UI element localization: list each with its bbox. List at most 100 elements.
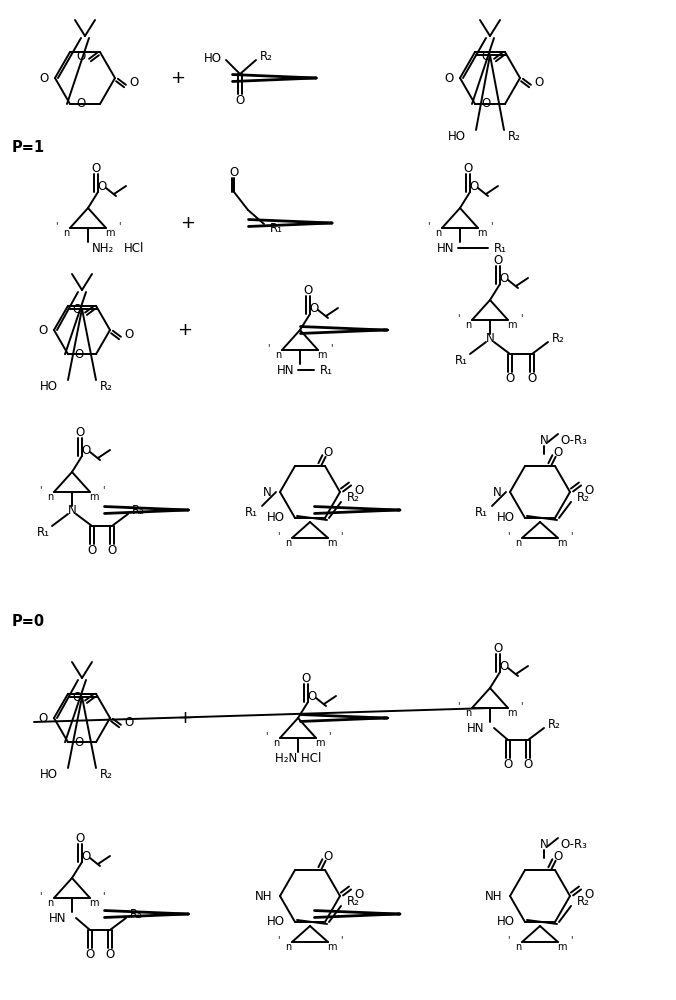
Text: R₂: R₂	[132, 504, 145, 516]
Text: O: O	[85, 948, 95, 960]
Text: NH₂: NH₂	[92, 241, 114, 254]
Text: ': '	[570, 935, 573, 945]
Text: ': '	[266, 731, 268, 741]
Text: ': '	[102, 485, 105, 495]
Text: NH: NH	[254, 890, 272, 902]
Text: O: O	[523, 758, 533, 770]
Text: m: m	[89, 898, 99, 908]
Text: O: O	[39, 324, 48, 336]
Text: O: O	[74, 348, 83, 361]
Text: O: O	[76, 426, 84, 438]
Text: O: O	[504, 758, 512, 770]
Text: ': '	[458, 313, 460, 323]
Text: m: m	[317, 350, 327, 360]
Text: O: O	[73, 691, 82, 704]
Text: O: O	[97, 180, 107, 192]
Text: HN: HN	[466, 722, 484, 734]
Text: O: O	[107, 544, 117, 556]
Text: m: m	[557, 942, 566, 952]
Text: O: O	[469, 180, 479, 192]
Text: R₂: R₂	[100, 768, 113, 780]
Text: R₁: R₁	[475, 506, 488, 518]
Text: ': '	[39, 485, 42, 495]
Text: R₁: R₁	[320, 363, 333, 376]
Text: ': '	[278, 531, 280, 541]
Text: n: n	[515, 538, 521, 548]
Text: n: n	[63, 228, 69, 238]
Text: R₂: R₂	[100, 379, 113, 392]
Text: O: O	[527, 371, 537, 384]
Text: O: O	[354, 484, 363, 496]
Text: HO: HO	[497, 915, 515, 928]
Text: O: O	[74, 736, 83, 749]
Text: R₁: R₁	[455, 354, 468, 366]
Text: O: O	[76, 97, 85, 110]
Text: ': '	[570, 531, 573, 541]
Text: n: n	[465, 320, 471, 330]
Text: O: O	[354, 888, 363, 900]
Text: O: O	[87, 544, 97, 556]
Text: O-R₃: O-R₃	[560, 434, 587, 446]
Text: O: O	[481, 97, 490, 110]
Text: +: +	[178, 709, 193, 727]
Text: ': '	[102, 891, 105, 901]
Text: HO: HO	[448, 129, 466, 142]
Text: n: n	[47, 492, 53, 502]
Text: O: O	[584, 888, 594, 900]
Text: HO: HO	[497, 511, 515, 524]
Text: ': '	[340, 531, 343, 541]
Text: ': '	[427, 221, 430, 231]
Text: n: n	[515, 942, 521, 952]
Text: O: O	[308, 690, 316, 702]
Text: R₂: R₂	[577, 491, 590, 504]
Text: HO: HO	[267, 511, 285, 524]
Text: n: n	[285, 942, 291, 952]
Text: R₂: R₂	[552, 332, 565, 344]
Text: O: O	[493, 642, 503, 654]
Text: H₂N HCl: H₂N HCl	[275, 752, 321, 764]
Text: R₁: R₁	[494, 241, 507, 254]
Text: m: m	[89, 492, 99, 502]
Text: N: N	[263, 486, 272, 498]
Text: HO: HO	[40, 768, 58, 780]
Text: R₂: R₂	[548, 718, 561, 730]
Text: HO: HO	[40, 379, 58, 392]
Text: O: O	[124, 716, 133, 728]
Text: n: n	[273, 738, 279, 748]
Text: N: N	[493, 486, 502, 498]
Text: N: N	[485, 332, 494, 344]
Text: +: +	[180, 214, 195, 232]
Text: m: m	[477, 228, 487, 238]
Text: O: O	[91, 161, 101, 174]
Text: R₁: R₁	[245, 506, 258, 518]
Text: m: m	[315, 738, 324, 748]
Text: O: O	[229, 165, 239, 178]
Text: m: m	[507, 708, 516, 718]
Text: O: O	[235, 94, 245, 106]
Text: ': '	[330, 343, 333, 353]
Text: m: m	[557, 538, 566, 548]
Text: O: O	[482, 50, 491, 63]
Text: n: n	[285, 538, 291, 548]
Text: n: n	[275, 350, 281, 360]
Text: N: N	[539, 838, 548, 850]
Text: ': '	[458, 701, 460, 711]
Text: O: O	[493, 253, 503, 266]
Text: O: O	[584, 484, 594, 496]
Text: m: m	[327, 538, 337, 548]
Text: ': '	[490, 221, 493, 231]
Text: O: O	[304, 284, 312, 296]
Text: O: O	[40, 72, 49, 85]
Text: ': '	[278, 935, 280, 945]
Text: ': '	[520, 313, 523, 323]
Text: O-R₃: O-R₃	[560, 838, 587, 850]
Text: HCl: HCl	[124, 241, 145, 254]
Text: m: m	[105, 228, 115, 238]
Text: R₂: R₂	[347, 491, 360, 504]
Text: O: O	[105, 948, 115, 960]
Text: R₁: R₁	[270, 222, 283, 234]
Text: ': '	[508, 531, 510, 541]
Text: O: O	[534, 76, 544, 89]
Text: P=0: P=0	[12, 614, 45, 630]
Text: O: O	[76, 832, 84, 844]
